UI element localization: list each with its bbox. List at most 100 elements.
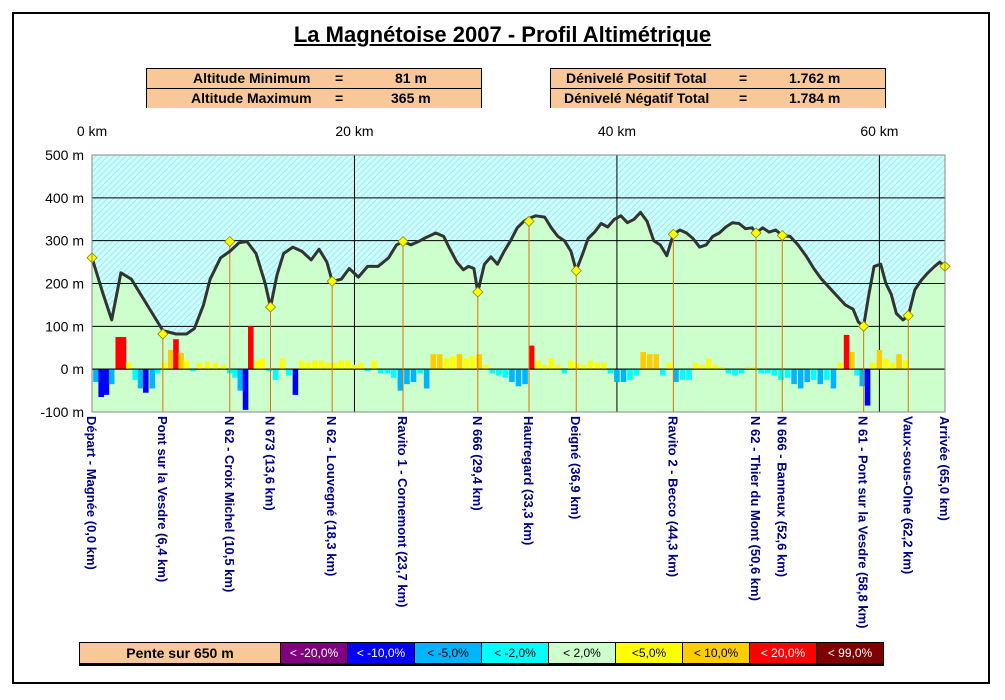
slope-bar <box>391 369 397 378</box>
slope-bar <box>732 369 738 376</box>
slope-bar <box>173 339 179 370</box>
slope-bar <box>351 364 358 370</box>
slope-legend-item: < -2,0% <box>482 643 548 663</box>
slope-bar <box>259 358 266 370</box>
slope-bar <box>778 369 784 380</box>
slope-bar <box>686 369 692 380</box>
slope-bar <box>561 369 568 374</box>
slope-bar <box>673 369 679 383</box>
plot-border <box>91 154 946 413</box>
slope-bar <box>758 369 765 374</box>
slope-bar <box>587 360 594 370</box>
slope-bar <box>125 362 132 370</box>
slope-bar <box>384 369 391 374</box>
slope-bar <box>797 369 804 389</box>
slope-bar <box>574 362 581 370</box>
plot-area: 500 m 400 m 300 m 200 m 100 m 0 m -100 m 0 km 20… <box>40 123 952 628</box>
waypoint-label: Hautregard (33,3 km) <box>521 416 536 545</box>
waypoint-label: N 666 - Banneux (52,6 km) <box>774 416 789 577</box>
profile-line <box>90 210 946 336</box>
slope-bar <box>254 360 261 370</box>
slope-bar <box>132 369 139 380</box>
slope-bar <box>404 369 410 385</box>
x-tick-label: 0 km <box>77 123 107 139</box>
slope-bar <box>548 358 555 370</box>
waypoint-label: Deigné (36,9 km) <box>568 416 583 519</box>
slope-bar <box>108 369 115 385</box>
slope-bar <box>509 369 515 383</box>
slope-bar <box>627 369 633 380</box>
slope-bar <box>712 364 719 370</box>
slope-bar <box>220 364 227 370</box>
slope-bar <box>103 369 110 395</box>
slope-bar <box>377 369 384 374</box>
slope-bar <box>237 369 244 391</box>
slope-bar <box>266 369 272 372</box>
slope-bar <box>817 369 824 385</box>
slope-bar <box>581 364 587 370</box>
waypoint-label: N 666 (29,4 km) <box>470 416 485 511</box>
slope-bar <box>292 369 299 395</box>
slope-bar <box>640 352 646 370</box>
profile-area <box>92 212 945 370</box>
y-tick-label: -100 m <box>40 404 84 420</box>
y-tick-label: 200 m <box>45 276 84 292</box>
slope-bar <box>633 369 640 376</box>
waypoint-marker <box>667 228 679 240</box>
slope-bar <box>178 352 185 370</box>
slope-bar <box>115 337 122 370</box>
slope-bar <box>614 369 620 383</box>
waypoint-marker <box>264 301 277 313</box>
waypoint-marker <box>750 227 762 239</box>
slope-bar <box>653 354 660 370</box>
slope-bar <box>196 362 203 370</box>
y-tick-label: 100 m <box>45 318 84 334</box>
slope-legend-item: < 2,0% <box>549 643 615 663</box>
slope-bar <box>810 369 817 380</box>
slope-bar <box>837 362 843 370</box>
slope-bar <box>279 358 286 370</box>
waypoint-marker <box>326 275 338 287</box>
slope-bar <box>719 367 725 370</box>
positive-gain-label: Dénivelé Positif Total <box>566 70 707 86</box>
y-tick-label: 0 m <box>61 361 84 377</box>
altitude-max-label: Altitude Maximum <box>191 90 312 106</box>
negative-gain-label: Dénivelé Négatif Total <box>564 90 710 106</box>
slope-legend-item: < -20,0% <box>281 643 347 663</box>
slope-bar <box>305 362 312 370</box>
slope-bar <box>137 369 144 389</box>
slope-bar <box>791 369 797 385</box>
slope-bar <box>765 369 771 374</box>
slope-bar <box>594 362 601 370</box>
slope-legend-item: < 99,0% <box>817 643 883 663</box>
slope-bar <box>843 334 850 370</box>
slope-bar <box>482 364 489 370</box>
elevation-stats-box: Dénivelé Positif Total = 1.762 m Dénivel… <box>550 68 886 108</box>
slope-bar <box>515 369 522 387</box>
slope-bar <box>161 362 167 370</box>
slope-bar <box>331 362 338 370</box>
slope-bar <box>436 354 443 370</box>
slope-bar <box>745 367 751 370</box>
slope-bar <box>620 369 627 383</box>
slope-bar <box>325 362 332 370</box>
x-tick-label: 60 km <box>860 123 898 139</box>
altitude-min-eq: = <box>335 70 344 86</box>
slope-bar <box>522 369 528 385</box>
slope-bar <box>804 369 810 383</box>
positive-gain-row: Dénivelé Positif Total = 1.762 m <box>551 69 885 88</box>
slope-bar <box>456 354 463 370</box>
slope-bar <box>232 369 238 378</box>
y-tick-label: 400 m <box>45 190 84 206</box>
waypoint-marker <box>157 328 169 340</box>
slope-bar <box>299 360 305 370</box>
slope-bar <box>443 358 450 370</box>
waypoint-marker <box>472 286 484 298</box>
slope-bar <box>889 362 896 370</box>
slope-legend-item: < 10,0% <box>683 643 749 663</box>
waypoint-label: Pont sur la Vesdre (6,4 km) <box>155 416 170 582</box>
waypoint-label: N 62 - Croix Michel (10,5 km) <box>222 416 237 592</box>
slope-bar <box>463 358 469 370</box>
altitude-stats-box: Altitude Minimum = 81 m Altitude Maximum… <box>146 68 482 108</box>
